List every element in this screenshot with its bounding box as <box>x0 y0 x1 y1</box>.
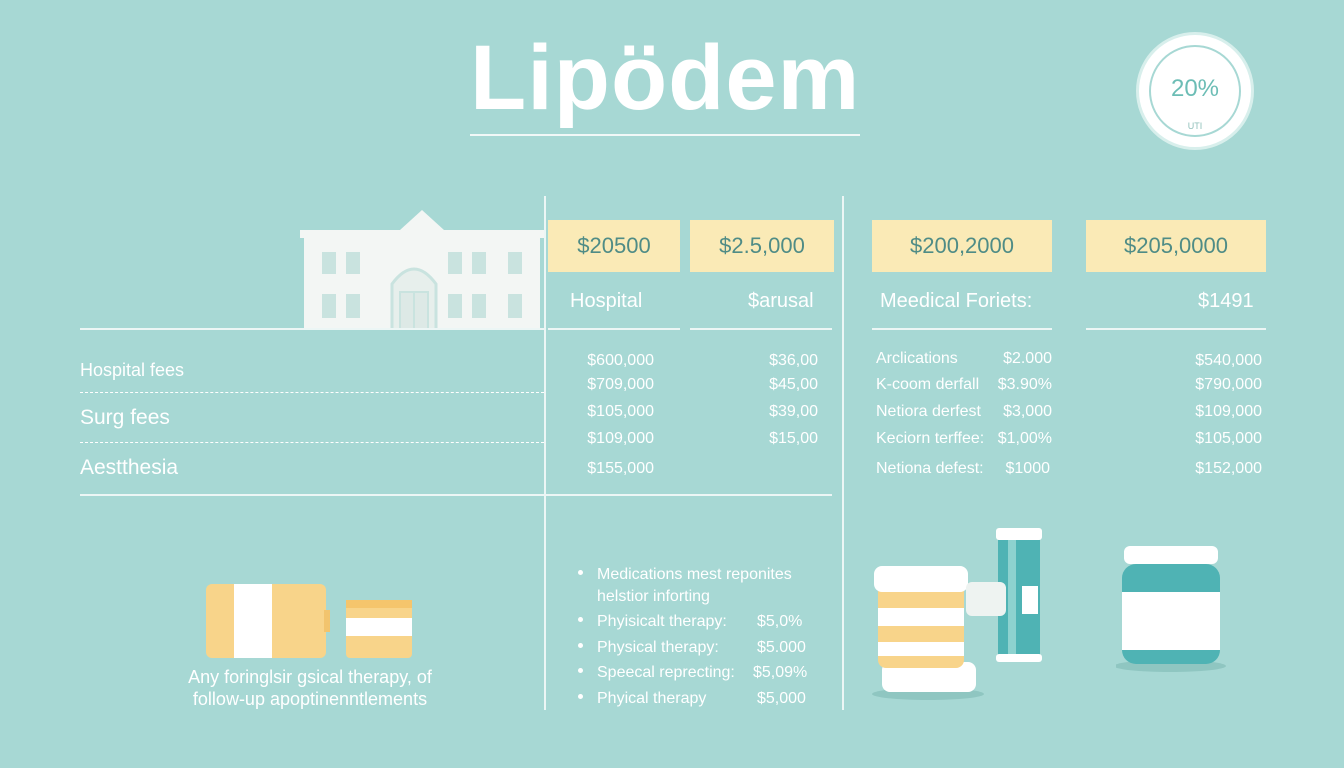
footnote-line1: Any foringlsir gsical therapy, of <box>188 667 432 687</box>
bullet-dot <box>578 694 583 700</box>
list-item: Speecal reprecting: <box>578 664 735 682</box>
row-divider-2 <box>80 442 544 443</box>
row-label-anesthesia: Aestthesia <box>80 456 179 479</box>
percentage-badge: 20% UTI <box>1136 32 1254 150</box>
col1-header-rule <box>548 328 680 330</box>
price-box-hospital: $20500 <box>548 220 680 272</box>
table-cell: $540,000 <box>1195 352 1262 369</box>
badge-value: 20% <box>1170 75 1220 102</box>
table-cell: Netiora derfest <box>876 403 981 420</box>
bullet-intro: Medications mest reponites <box>578 566 792 584</box>
badge-small-label: UTI <box>1187 121 1203 131</box>
table-cell: $3.90% <box>997 376 1052 393</box>
table-cell: $1,00% <box>997 430 1052 447</box>
price-box-medical: $200,2000 <box>872 220 1052 272</box>
table-cell: $155,000 <box>587 460 654 477</box>
table-cell: $1000 <box>1005 460 1051 477</box>
row-label-hospital-fees: Hospital fees <box>80 360 185 380</box>
list-item-label: Speecal reprecting: <box>597 664 735 681</box>
list-item-value: $5.000 <box>757 639 806 656</box>
medicine-jar-icon <box>1116 546 1226 672</box>
table-cell: $152,000 <box>1195 460 1262 477</box>
price-box-total: $205,0000 <box>1086 220 1266 272</box>
table-cell: Arclications <box>876 350 958 367</box>
list-item-label: Physical therapy: <box>597 639 719 656</box>
column-head-surgical: $arusal <box>748 290 814 312</box>
list-item-value: $5,09% <box>753 664 808 681</box>
title-divider <box>470 134 860 136</box>
list-item-label: Phyical therapy <box>597 690 707 707</box>
bullet-dot <box>578 643 583 649</box>
bullet-intro-text: Medications mest reponites <box>597 566 792 583</box>
list-item: Phyical therapy <box>578 690 706 708</box>
column-divider-2 <box>842 196 844 710</box>
col4-header-rule <box>1086 328 1266 330</box>
page-title: Lipödem <box>470 27 861 129</box>
pill-bottle-icon <box>872 528 1042 700</box>
row-label-surg-fees: Surg fees <box>80 406 170 429</box>
row-divider-1 <box>80 392 544 393</box>
bullet-intro-line2: helstior inforting <box>597 588 710 605</box>
bullet-dot <box>578 668 583 674</box>
table-cell: $45,00 <box>769 376 818 393</box>
table-cell: $790,000 <box>1195 376 1262 393</box>
list-item: Physical therapy: <box>578 639 719 657</box>
table-cell: $109,000 <box>1195 403 1262 420</box>
list-item-value: $5,000 <box>757 690 806 707</box>
list-item-label: Phyisicalt therapy: <box>597 613 727 630</box>
pill-capsule-icon <box>206 584 412 658</box>
table-cell: $600,000 <box>587 352 654 369</box>
table-cell: $105,000 <box>1195 430 1262 447</box>
badge-ring <box>1149 45 1241 137</box>
hospital-building-icon <box>300 210 544 330</box>
column-head-medical: Meedical Foriets: <box>880 290 1033 312</box>
column-head-total: $1491 <box>1198 290 1254 312</box>
price-box-surgical: $2.5,000 <box>690 220 834 272</box>
col3-header-rule <box>872 328 1052 330</box>
table-cell: $39,00 <box>769 403 818 420</box>
table-cell: Netiona defest: <box>876 460 984 477</box>
table-cell: $709,000 <box>587 376 654 393</box>
table-cell: $15,00 <box>769 430 818 447</box>
table-cell: Keciorn terffee: <box>876 430 985 447</box>
column-head-hospital: Hospital <box>570 290 643 312</box>
footnote-line2: follow-up apoptinenntlements <box>192 689 428 709</box>
list-item: Phyisicalt therapy: <box>578 613 727 631</box>
bullet-dot <box>578 570 583 576</box>
table-cell: $105,000 <box>587 403 654 420</box>
table-bottom-rule <box>80 494 832 496</box>
bullet-dot <box>578 617 583 623</box>
col2-header-rule <box>690 328 832 330</box>
table-cell: $3,000 <box>1003 403 1052 420</box>
column-divider-1 <box>544 196 546 710</box>
table-cell: $109,000 <box>587 430 654 447</box>
table-cell: K-coom derfall <box>876 376 980 393</box>
table-cell: $2.000 <box>1003 350 1052 367</box>
table-cell: $36,00 <box>769 352 818 369</box>
left-header-rule <box>80 328 544 330</box>
list-item-value: $5,0% <box>757 613 803 630</box>
